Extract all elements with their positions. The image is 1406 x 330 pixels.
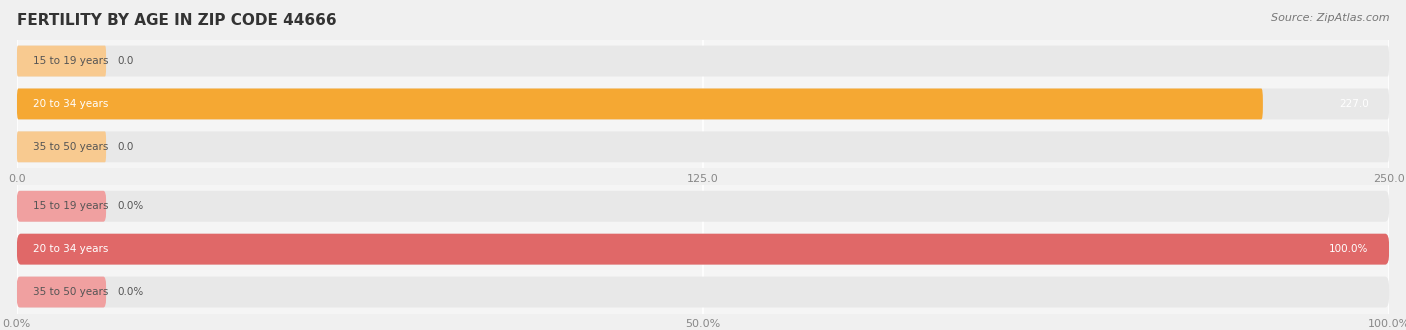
Text: 35 to 50 years: 35 to 50 years [34,287,108,297]
FancyBboxPatch shape [17,88,1263,119]
FancyBboxPatch shape [17,46,105,77]
Text: 0.0: 0.0 [117,142,134,152]
FancyBboxPatch shape [17,88,1389,119]
FancyBboxPatch shape [17,191,1389,222]
Text: 20 to 34 years: 20 to 34 years [34,99,108,109]
Text: 15 to 19 years: 15 to 19 years [34,56,108,66]
Text: 0.0%: 0.0% [117,201,143,211]
FancyBboxPatch shape [17,131,105,162]
Text: 100.0%: 100.0% [1329,244,1368,254]
Text: 35 to 50 years: 35 to 50 years [34,142,108,152]
Text: 20 to 34 years: 20 to 34 years [34,244,108,254]
Text: 227.0: 227.0 [1339,99,1368,109]
FancyBboxPatch shape [17,277,105,308]
Text: 0.0%: 0.0% [117,287,143,297]
Text: FERTILITY BY AGE IN ZIP CODE 44666: FERTILITY BY AGE IN ZIP CODE 44666 [17,13,336,28]
Text: 15 to 19 years: 15 to 19 years [34,201,108,211]
FancyBboxPatch shape [17,46,1389,77]
FancyBboxPatch shape [17,131,1389,162]
Text: Source: ZipAtlas.com: Source: ZipAtlas.com [1271,13,1389,23]
FancyBboxPatch shape [17,191,105,222]
Text: 0.0: 0.0 [117,56,134,66]
FancyBboxPatch shape [17,234,1389,265]
FancyBboxPatch shape [17,277,1389,308]
FancyBboxPatch shape [17,234,1389,265]
